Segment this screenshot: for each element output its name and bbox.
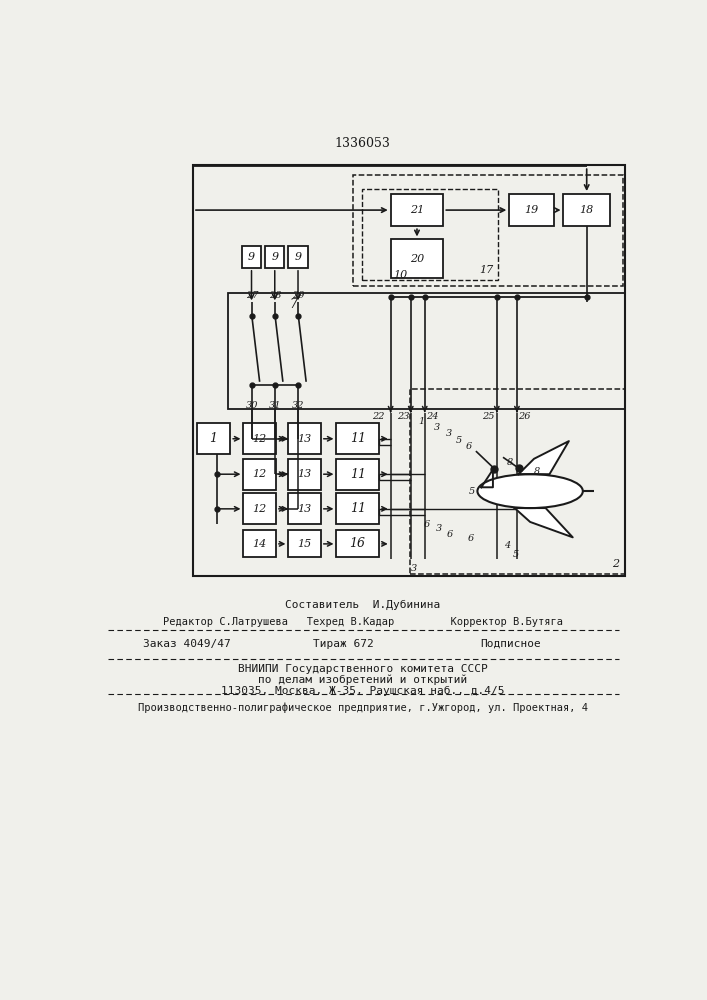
Text: Составитель  И.Дубинина: Составитель И.Дубинина xyxy=(285,600,440,610)
Text: 20: 20 xyxy=(410,254,424,264)
Text: 11: 11 xyxy=(350,468,366,481)
Bar xyxy=(337,459,379,490)
Text: 30: 30 xyxy=(245,401,258,410)
Text: Редактор С.Латрушева   Техред В.Кадар         Корректор В.Бутяга: Редактор С.Латрушева Техред В.Кадар Корр… xyxy=(163,617,563,627)
Text: 6: 6 xyxy=(446,530,452,539)
Text: 1336053: 1336053 xyxy=(335,137,391,150)
Bar xyxy=(197,423,230,454)
Text: 9: 9 xyxy=(248,252,255,262)
Text: 27: 27 xyxy=(245,291,258,300)
Text: 7: 7 xyxy=(290,298,298,311)
Bar xyxy=(228,293,625,409)
Polygon shape xyxy=(518,441,569,474)
Text: 6: 6 xyxy=(466,442,472,451)
Text: ВНИИПИ Государственного комитета СССР: ВНИИПИ Государственного комитета СССР xyxy=(238,664,488,674)
Text: 32: 32 xyxy=(292,401,305,410)
Bar xyxy=(288,493,321,524)
Text: 5: 5 xyxy=(469,487,475,496)
Text: 12: 12 xyxy=(252,504,267,514)
Bar xyxy=(265,246,284,268)
Text: 12: 12 xyxy=(252,434,267,444)
Text: 25: 25 xyxy=(482,412,494,421)
Text: 11: 11 xyxy=(350,502,366,515)
Text: 3: 3 xyxy=(434,424,440,432)
Text: 3: 3 xyxy=(436,524,442,533)
Text: 3: 3 xyxy=(411,564,417,573)
Bar xyxy=(337,530,379,557)
Bar xyxy=(337,493,379,524)
Text: 12: 12 xyxy=(252,469,267,479)
Text: 23: 23 xyxy=(397,412,409,421)
Text: Заказ 4049/47: Заказ 4049/47 xyxy=(143,639,230,649)
Text: 18: 18 xyxy=(580,205,594,215)
Text: 2: 2 xyxy=(612,559,619,569)
Text: 1: 1 xyxy=(419,417,425,426)
Bar xyxy=(242,246,261,268)
Text: 16: 16 xyxy=(349,537,366,550)
Text: Производственно-полиграфическое предприятие, г.Ужгород, ул. Проектная, 4: Производственно-полиграфическое предприя… xyxy=(138,702,588,713)
Bar xyxy=(509,194,554,226)
Text: 31: 31 xyxy=(269,401,281,410)
Text: Тираж 672: Тираж 672 xyxy=(313,639,374,649)
Bar xyxy=(288,246,308,268)
Text: 6: 6 xyxy=(468,534,474,543)
Bar xyxy=(410,389,625,574)
Text: 24: 24 xyxy=(426,412,439,421)
Bar xyxy=(243,459,276,490)
Bar xyxy=(193,165,626,576)
Text: 22: 22 xyxy=(372,412,385,421)
Text: 9: 9 xyxy=(271,252,279,262)
Bar xyxy=(288,423,321,454)
Text: 13: 13 xyxy=(298,434,312,444)
Text: 10: 10 xyxy=(393,270,407,280)
Text: 26: 26 xyxy=(518,412,531,421)
Text: 9: 9 xyxy=(294,252,302,262)
Text: 6: 6 xyxy=(424,520,430,529)
Bar xyxy=(243,530,276,557)
Text: 8: 8 xyxy=(507,458,513,467)
Text: 28: 28 xyxy=(269,291,281,300)
Text: 4: 4 xyxy=(504,541,510,550)
Bar xyxy=(288,459,321,490)
Text: 15: 15 xyxy=(298,539,312,549)
Text: 5: 5 xyxy=(513,550,520,559)
Text: по делам изобретений и открытий: по делам изобретений и открытий xyxy=(258,675,467,685)
Text: 13: 13 xyxy=(298,469,312,479)
Bar xyxy=(288,530,321,557)
Text: 29: 29 xyxy=(292,291,305,300)
Text: 11: 11 xyxy=(350,432,366,445)
Bar xyxy=(243,423,276,454)
Bar xyxy=(337,423,379,454)
Polygon shape xyxy=(515,508,573,537)
Text: 113035, Москва, Ж-35, Раушская наб., д.4/5: 113035, Москва, Ж-35, Раушская наб., д.4… xyxy=(221,686,505,696)
Bar xyxy=(362,189,498,280)
Ellipse shape xyxy=(477,474,583,508)
Text: 8: 8 xyxy=(534,467,540,476)
Text: 19: 19 xyxy=(525,205,539,215)
Polygon shape xyxy=(481,470,493,487)
Text: 3: 3 xyxy=(445,429,452,438)
Text: Подписное: Подписное xyxy=(480,639,540,649)
Bar xyxy=(243,493,276,524)
Bar xyxy=(391,239,443,278)
Text: 17: 17 xyxy=(479,265,493,275)
Bar xyxy=(354,175,623,286)
Text: 14: 14 xyxy=(252,539,267,549)
Bar xyxy=(563,194,610,226)
Bar xyxy=(391,194,443,226)
Text: 1: 1 xyxy=(209,432,218,445)
Text: 5: 5 xyxy=(456,436,462,445)
Text: 21: 21 xyxy=(410,205,424,215)
Text: 13: 13 xyxy=(298,504,312,514)
